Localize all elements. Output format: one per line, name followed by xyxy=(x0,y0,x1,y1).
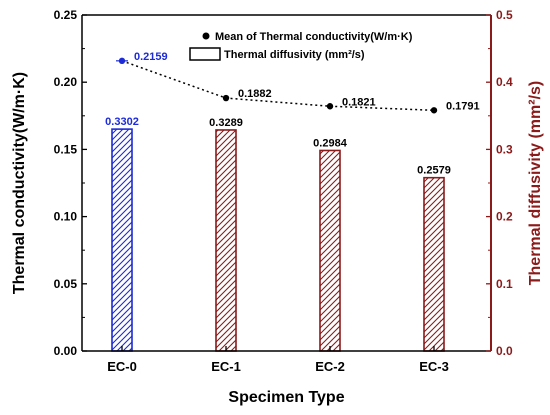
legend-label-conductivity: Mean of Thermal conductivity(W/m·K) xyxy=(215,31,413,43)
bar-ec-1 xyxy=(215,129,237,352)
right-tick-label: 0.5 xyxy=(496,8,513,22)
right-tick-label: 0.4 xyxy=(496,75,513,89)
left-tick-label: 0.10 xyxy=(54,210,78,224)
left-tick-label: 0.00 xyxy=(54,344,78,358)
conductivity-point xyxy=(118,57,126,65)
bar-value-label: 0.3289 xyxy=(209,117,243,129)
bar-value-label: 0.2579 xyxy=(417,165,451,177)
conductivity-value-label: 0.1882 xyxy=(238,88,272,100)
y-axis-right-title: Thermal diffusivity (mm²/s) xyxy=(527,81,544,285)
left-tick-label: 0.15 xyxy=(54,142,78,156)
bar-value-label: 0.2984 xyxy=(313,137,348,149)
conductivity-value-label: 0.2159 xyxy=(134,51,168,63)
left-tick-label: 0.20 xyxy=(54,75,78,89)
conductivity-point xyxy=(222,94,230,102)
y-axis-left-title: Thermal conductivity(W/m·K) xyxy=(11,72,28,294)
legend-symbol-conductivity xyxy=(202,32,210,40)
right-tick-label: 0.0 xyxy=(496,344,513,358)
bars-layer: 0.3302 0.3289 0.2984 0.2579 xyxy=(105,116,451,352)
left-tick-label: 0.05 xyxy=(54,277,78,291)
right-tick-label: 0.2 xyxy=(496,210,513,224)
conductivity-value-label: 0.1791 xyxy=(446,100,480,112)
conductivity-value-label: 0.1821 xyxy=(342,96,376,108)
left-tick-label: 0.25 xyxy=(54,8,78,22)
conductivity-trend-line xyxy=(121,60,435,112)
x-axis-title: Specimen Type xyxy=(228,389,344,406)
bar-ec-2 xyxy=(319,149,341,352)
legend-symbol-diffusivity xyxy=(189,47,221,61)
bar-value-label: 0.3302 xyxy=(105,116,139,128)
bar-ec-0 xyxy=(111,128,133,352)
conductivity-point xyxy=(430,107,438,114)
legend-label-diffusivity: Thermal diffusivity (mm²/s) xyxy=(224,49,365,61)
axes-layer: 0.00 0.05 0.10 0.15 0.20 0.25 0.0 0.1 0.2 0.3 0.4 0… xyxy=(11,8,544,406)
line-layer: 0.2159 0.1882 0.1821 0.1791 xyxy=(116,51,480,114)
x-tick-label: EC-0 xyxy=(107,359,137,374)
right-tick-label: 0.1 xyxy=(496,277,513,291)
right-tick-label: 0.3 xyxy=(496,142,513,156)
legend: Mean of Thermal conductivity(W/m·K) Therm… xyxy=(189,31,413,61)
x-tick-label: EC-3 xyxy=(419,359,449,374)
x-tick-label: EC-2 xyxy=(315,359,345,374)
x-tick-label: EC-1 xyxy=(211,359,241,374)
conductivity-point xyxy=(326,103,334,110)
bar-ec-3 xyxy=(423,176,445,352)
